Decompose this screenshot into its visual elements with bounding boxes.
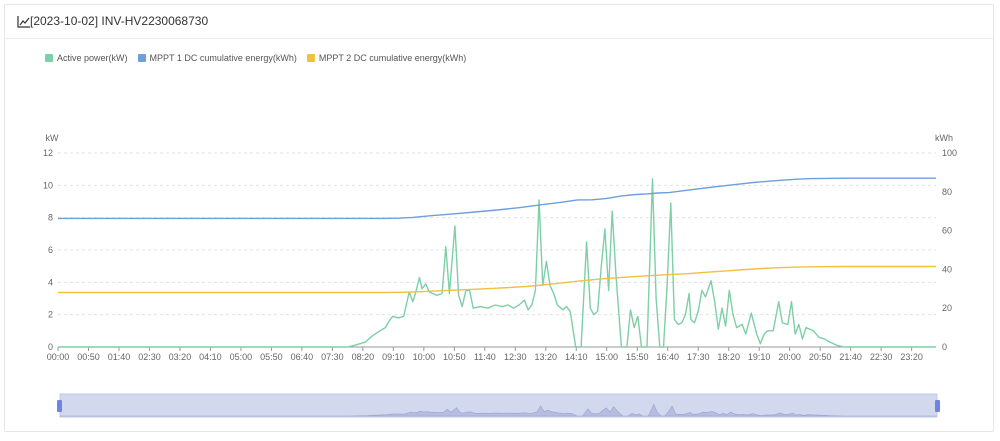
x-tick-label: 15:50 <box>626 352 649 362</box>
y-left-tick-label: 6 <box>48 245 53 255</box>
x-tick-label: 09:10 <box>382 352 405 362</box>
legend-label: Active power(kW) <box>57 53 128 63</box>
legend-label: MPPT 1 DC cumulative energy(kWh) <box>149 53 297 63</box>
left-axis: 0 2 4 6 8 10 12 kW <box>43 133 59 352</box>
legend-item[interactable]: MPPT 2 DC cumulative energy(kWh) <box>306 53 467 63</box>
y-right-tick-label: 100 <box>942 148 957 158</box>
x-tick-label: 13:20 <box>535 352 558 362</box>
y-right-tick-label: 40 <box>942 264 952 274</box>
y-left-tick-label: 2 <box>48 310 53 320</box>
x-tick-label: 15:00 <box>595 352 618 362</box>
chart-grid <box>58 152 936 316</box>
line-chart-icon <box>17 16 30 28</box>
page-title: [2023-10-02] INV-HV2230068730 <box>30 14 209 28</box>
x-tick-label: 03:20 <box>169 352 192 362</box>
x-tick-label: 07:30 <box>321 352 344 362</box>
y-right-tick-label: 80 <box>942 187 952 197</box>
x-tick-label: 21:40 <box>839 352 862 362</box>
x-tick-label: 17:30 <box>687 352 710 362</box>
x-tick-label: 10:00 <box>413 352 436 362</box>
x-tick-label: 00:00 <box>47 352 70 362</box>
series-lines <box>58 177 936 348</box>
x-tick-label: 22:30 <box>870 352 893 362</box>
x-tick-label: 16:40 <box>656 352 679 362</box>
x-tick-label: 06:40 <box>291 352 314 362</box>
y-left-tick-label: 10 <box>43 180 53 190</box>
legend-label: MPPT 2 DC cumulative energy(kWh) <box>318 53 467 63</box>
x-tick-label: 01:40 <box>108 352 131 362</box>
x-tick-label: 02:30 <box>138 352 161 362</box>
zoom-handle-right[interactable] <box>935 400 940 412</box>
x-tick-label: 05:00 <box>230 352 253 362</box>
zoom-handle-left[interactable] <box>57 400 62 412</box>
x-tick-label: 10:50 <box>443 352 466 362</box>
x-tick-label: 12:30 <box>504 352 527 362</box>
legend-item[interactable]: Active power(kW) <box>45 53 128 63</box>
x-tick-label: 20:00 <box>778 352 801 362</box>
y-left-tick-label: 12 <box>43 148 53 158</box>
zoom-preview <box>60 403 937 417</box>
y-right-tick-label: 60 <box>942 226 952 236</box>
series-line <box>58 265 936 294</box>
y-left-unit: kW <box>46 133 60 143</box>
y-right-unit: kWh <box>935 133 953 143</box>
y-left-tick-label: 4 <box>48 277 53 287</box>
legend-swatch <box>137 54 146 62</box>
x-tick-label: 20:50 <box>809 352 832 362</box>
y-right-tick-label: 20 <box>942 303 952 313</box>
x-tick-label: 08:20 <box>352 352 375 362</box>
series-line <box>58 178 936 348</box>
y-right-tick-label: 0 <box>942 342 947 352</box>
x-tick-label: 23:20 <box>900 352 923 362</box>
x-tick-label: 04:10 <box>199 352 222 362</box>
x-tick-label: 00:50 <box>77 352 100 362</box>
x-tick-label: 05:50 <box>260 352 283 362</box>
right-axis: 0 20 40 60 80 100 kWh <box>935 133 957 352</box>
panel-header: [2023-10-02] INV-HV2230068730 <box>5 5 993 39</box>
zoom-selection <box>60 394 937 417</box>
y-left-tick-label: 8 <box>48 213 53 223</box>
legend-swatch <box>306 54 315 62</box>
y-left-tick-label: 0 <box>48 342 53 352</box>
chart-legend: Active power(kW) MPPT 1 DC cumulative ene… <box>45 52 476 64</box>
x-tick-label: 11:40 <box>474 352 496 362</box>
series-line <box>58 177 936 220</box>
legend-item[interactable]: MPPT 1 DC cumulative energy(kWh) <box>137 53 297 63</box>
x-tick-label: 18:20 <box>717 352 740 362</box>
x-tick-label: 19:10 <box>748 352 771 362</box>
zoom-slider[interactable] <box>57 393 940 418</box>
x-tick-label: 14:10 <box>565 352 588 362</box>
legend-swatch <box>45 54 53 62</box>
x-axis: 00:00 00:50 01:40 02:30 03:20 04:10 05:00 05:50… <box>47 346 936 362</box>
